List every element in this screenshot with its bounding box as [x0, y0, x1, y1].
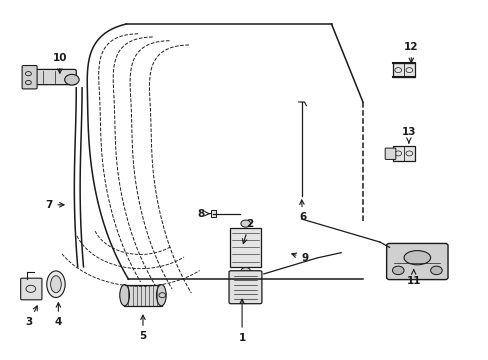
- Text: 6: 6: [298, 200, 305, 222]
- Bar: [210, 210, 216, 217]
- FancyBboxPatch shape: [229, 228, 261, 267]
- FancyBboxPatch shape: [123, 284, 162, 306]
- Text: 1: 1: [238, 299, 245, 343]
- Text: 10: 10: [53, 53, 67, 73]
- Text: 12: 12: [403, 42, 418, 63]
- FancyBboxPatch shape: [386, 243, 447, 280]
- FancyBboxPatch shape: [385, 148, 395, 159]
- Text: 9: 9: [291, 253, 308, 263]
- Text: 3: 3: [26, 306, 37, 327]
- FancyBboxPatch shape: [393, 146, 414, 161]
- Text: 4: 4: [55, 303, 62, 327]
- Text: 13: 13: [401, 127, 415, 143]
- Ellipse shape: [120, 284, 129, 306]
- Text: 2: 2: [242, 219, 252, 243]
- Circle shape: [241, 220, 250, 227]
- FancyBboxPatch shape: [29, 69, 76, 85]
- Ellipse shape: [47, 271, 65, 297]
- FancyBboxPatch shape: [22, 66, 37, 89]
- Circle shape: [392, 266, 403, 275]
- Circle shape: [430, 266, 441, 275]
- FancyBboxPatch shape: [20, 278, 42, 300]
- Circle shape: [64, 75, 79, 85]
- Ellipse shape: [51, 276, 61, 293]
- Ellipse shape: [156, 284, 166, 306]
- Text: 8: 8: [197, 209, 210, 219]
- Text: 7: 7: [45, 200, 64, 210]
- Text: 5: 5: [139, 315, 146, 341]
- FancyBboxPatch shape: [393, 63, 414, 77]
- Circle shape: [241, 267, 250, 275]
- FancyBboxPatch shape: [228, 271, 262, 304]
- Text: 11: 11: [406, 270, 420, 286]
- Ellipse shape: [403, 251, 430, 265]
